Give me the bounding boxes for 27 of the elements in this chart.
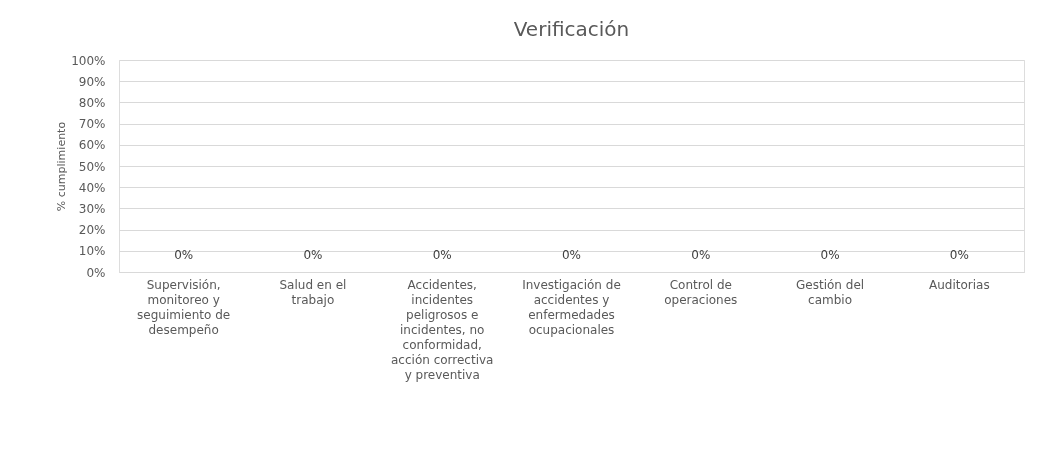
x-tick-label: Accidentes, incidentes peligrosos e incidentes, no conformidad, acción correctiva y preventiva [390, 278, 494, 382]
y-tick-label: 10% [78, 244, 106, 259]
x-tick-label: Gestión del cambio [796, 278, 865, 307]
y-tick-label: 90% [78, 74, 106, 89]
y-tick-label: 60% [78, 138, 106, 153]
y-tick-label: 30% [78, 201, 106, 216]
y-axis-title: % cumplimiento [55, 121, 69, 212]
y-tick-label: 80% [78, 95, 106, 110]
y-tick-label: 50% [78, 159, 106, 174]
data-label: 0% [174, 248, 194, 262]
y-tick-label: 100% [71, 53, 106, 68]
x-tick-label: Salud en el trabajo [279, 278, 347, 307]
y-tick-label: 0% [86, 265, 106, 280]
data-label: 0% [303, 248, 323, 262]
data-label: 0% [691, 248, 711, 262]
chart-title: Verificación [513, 17, 630, 41]
y-tick-label: 20% [78, 223, 106, 238]
y-tick-label: 70% [78, 117, 106, 132]
x-tick-label: Investigación de accidentes y enfermedades ocupacionales [522, 278, 621, 337]
y-tick-label: 40% [78, 180, 106, 195]
x-tick-label: Control de operaciones [664, 278, 738, 307]
data-label: 0% [949, 248, 969, 262]
data-label: 0% [561, 248, 582, 262]
data-label: 0% [432, 248, 452, 262]
data-label: 0% [820, 248, 840, 262]
x-tick-label: Auditorias [929, 278, 990, 292]
x-tick-label: Supervisión, monitoreo y seguimiento de desempeño [137, 278, 231, 337]
